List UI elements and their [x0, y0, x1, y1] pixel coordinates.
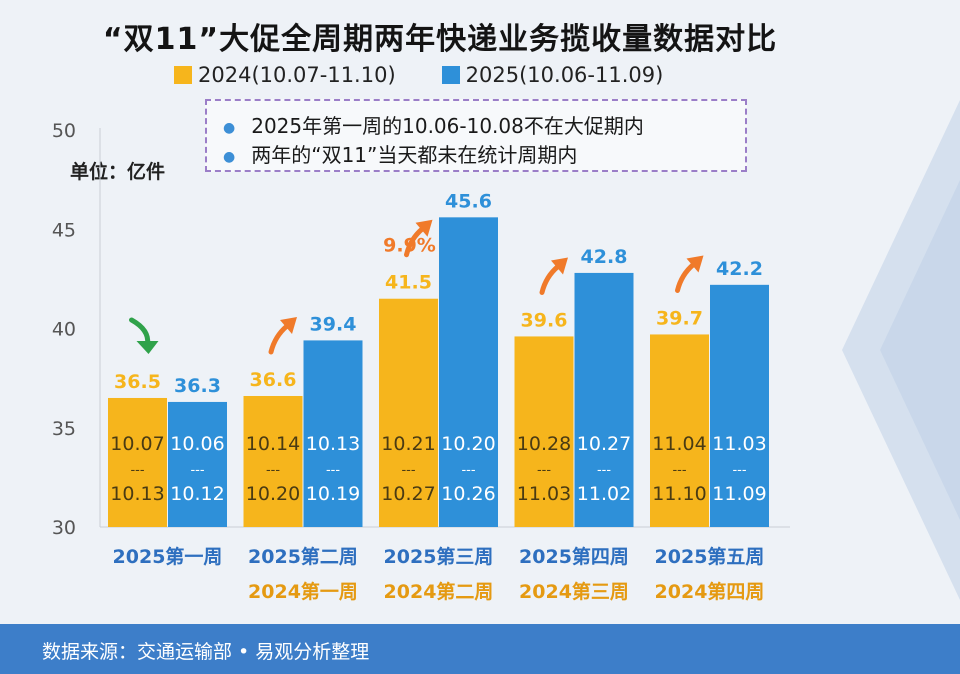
trend-up-arrow-shaft: [539, 263, 561, 295]
bar-2025: [168, 401, 227, 527]
note-line-1: ● 2025年第一周的10.06-10.08不在大促期内: [223, 110, 644, 139]
x-tick-label-2025: 2025第一周: [113, 545, 223, 568]
bar-range-end: 10.12: [170, 483, 224, 505]
trend-up-arrow-icon: [415, 219, 433, 237]
bar-2025: [574, 272, 634, 527]
bar-range-end: 11.02: [577, 483, 631, 505]
x-tick-label-2025: 2025第四周: [519, 545, 629, 568]
bar-2024: [243, 395, 303, 527]
trend-up-arrow-icon: [686, 255, 704, 273]
trend-up-arrow-icon: [280, 316, 297, 334]
bar-range-start: 10.21: [381, 433, 435, 455]
unit-label: 单位：亿件: [70, 161, 166, 183]
data-label: 39.6: [521, 309, 568, 331]
legend-item-2025: 2025(10.06-11.09): [441, 63, 664, 87]
bar-range-start: 10.27: [577, 433, 631, 455]
bar-range-separator: ---: [672, 463, 686, 478]
legend-item-2024: 2024(10.07-11.10): [174, 63, 396, 87]
y-tick-label: 50: [52, 120, 76, 142]
bar-range-end: 11.10: [652, 483, 706, 505]
bullet-icon: ●: [223, 148, 236, 165]
bar-2024: [379, 298, 438, 527]
x-tick-label-2024: 2024第二周: [384, 580, 494, 603]
trend-up-arrow-icon: [551, 257, 568, 275]
bar-range-end: 10.27: [381, 483, 435, 505]
bar-2024: [108, 397, 167, 527]
bar-2025: [303, 340, 363, 527]
note-box: ● 2025年第一周的10.06-10.08不在大促期内 ● 两年的“双11”当天都…: [205, 99, 747, 172]
chart-title: “双11”大促全周期两年快递业务揽收量数据对比: [102, 22, 778, 57]
trend-up-arrow-shaft: [675, 261, 696, 293]
note-text-1: 2025年第一周的10.06-10.08不在大促期内: [251, 114, 644, 138]
bar-range-separator: ---: [732, 463, 746, 478]
bar-2025: [439, 217, 498, 527]
bar-2025: [710, 284, 769, 527]
bar-2024: [650, 334, 709, 527]
trend-up-arrow-shaft: [404, 226, 425, 258]
bar-range-start: 10.13: [306, 433, 360, 455]
data-label: 42.2: [716, 258, 763, 280]
bar-range-end: 10.13: [110, 483, 164, 505]
bar-range-end: 11.09: [712, 483, 766, 505]
bar-range-separator: ---: [190, 463, 204, 478]
trend-up-arrow-shaft: [268, 323, 290, 355]
data-label: 42.8: [581, 246, 628, 268]
legend-swatch-2025: [441, 66, 460, 84]
legend: 2024(10.07-11.10) 2025(10.06-11.09): [174, 61, 709, 89]
bar-range-separator: ---: [266, 463, 280, 478]
bar-range-start: 10.06: [170, 433, 224, 455]
bar-range-start: 10.07: [110, 433, 164, 455]
y-tick-label: 45: [52, 219, 76, 241]
bar-range-end: 10.19: [306, 483, 360, 505]
data-label: 39.4: [310, 313, 357, 335]
y-tick-label: 40: [52, 319, 76, 341]
data-label: 36.6: [250, 369, 297, 391]
data-label: 45.6: [445, 190, 492, 212]
bullet-icon: ●: [223, 119, 236, 136]
trend-down-arrow-shaft: [129, 317, 151, 347]
legend-label-2025: 2025(10.06-11.09): [465, 63, 664, 87]
legend-label-2024: 2024(10.07-11.10): [198, 63, 396, 87]
data-label: 41.5: [385, 272, 432, 294]
bar-range-start: 11.03: [712, 433, 766, 455]
data-label: 36.5: [114, 371, 161, 393]
bar-range-separator: ---: [537, 463, 551, 478]
note-line-2: ● 两年的“双11”当天都未在统计周期内: [223, 139, 577, 168]
bar-range-separator: ---: [130, 463, 144, 478]
bar-range-separator: ---: [461, 463, 475, 478]
footer-bar: 数据来源：交通运输部 • 易观分析整理: [0, 624, 960, 674]
trend-down-arrow-icon: [136, 340, 159, 354]
bar-range-end: 10.20: [246, 483, 300, 505]
data-label: 36.3: [174, 375, 221, 397]
note-text-2: 两年的“双11”当天都未在统计周期内: [251, 143, 578, 167]
bar-range-start: 10.20: [441, 433, 495, 455]
bar-range-separator: ---: [597, 463, 611, 478]
y-tick-label: 30: [52, 517, 76, 539]
x-tick-label-2024: 2024第一周: [248, 580, 358, 603]
growth-annotation: 9.9%: [383, 235, 436, 257]
data-label: 39.7: [656, 307, 703, 329]
data-source: 数据来源：交通运输部 • 易观分析整理: [42, 641, 370, 663]
bar-range-start: 10.28: [517, 433, 571, 455]
y-tick-label: 35: [52, 418, 76, 440]
bar-range-separator: ---: [326, 463, 340, 478]
bar-range-end: 11.03: [517, 483, 571, 505]
x-tick-label-2024: 2024第三周: [519, 580, 629, 603]
bar-2024: [514, 336, 574, 527]
x-tick-label-2025: 2025第三周: [384, 545, 494, 568]
bar-range-start: 11.04: [652, 433, 706, 455]
x-tick-label-2025: 2025第五周: [655, 545, 765, 568]
bar-range-end: 10.26: [441, 483, 495, 505]
x-tick-label-2024: 2024第四周: [655, 580, 765, 603]
bar-range-start: 10.14: [246, 433, 300, 455]
x-tick-label-2025: 2025第二周: [248, 545, 358, 568]
bar-range-separator: ---: [401, 463, 415, 478]
legend-swatch-2024: [174, 66, 192, 84]
